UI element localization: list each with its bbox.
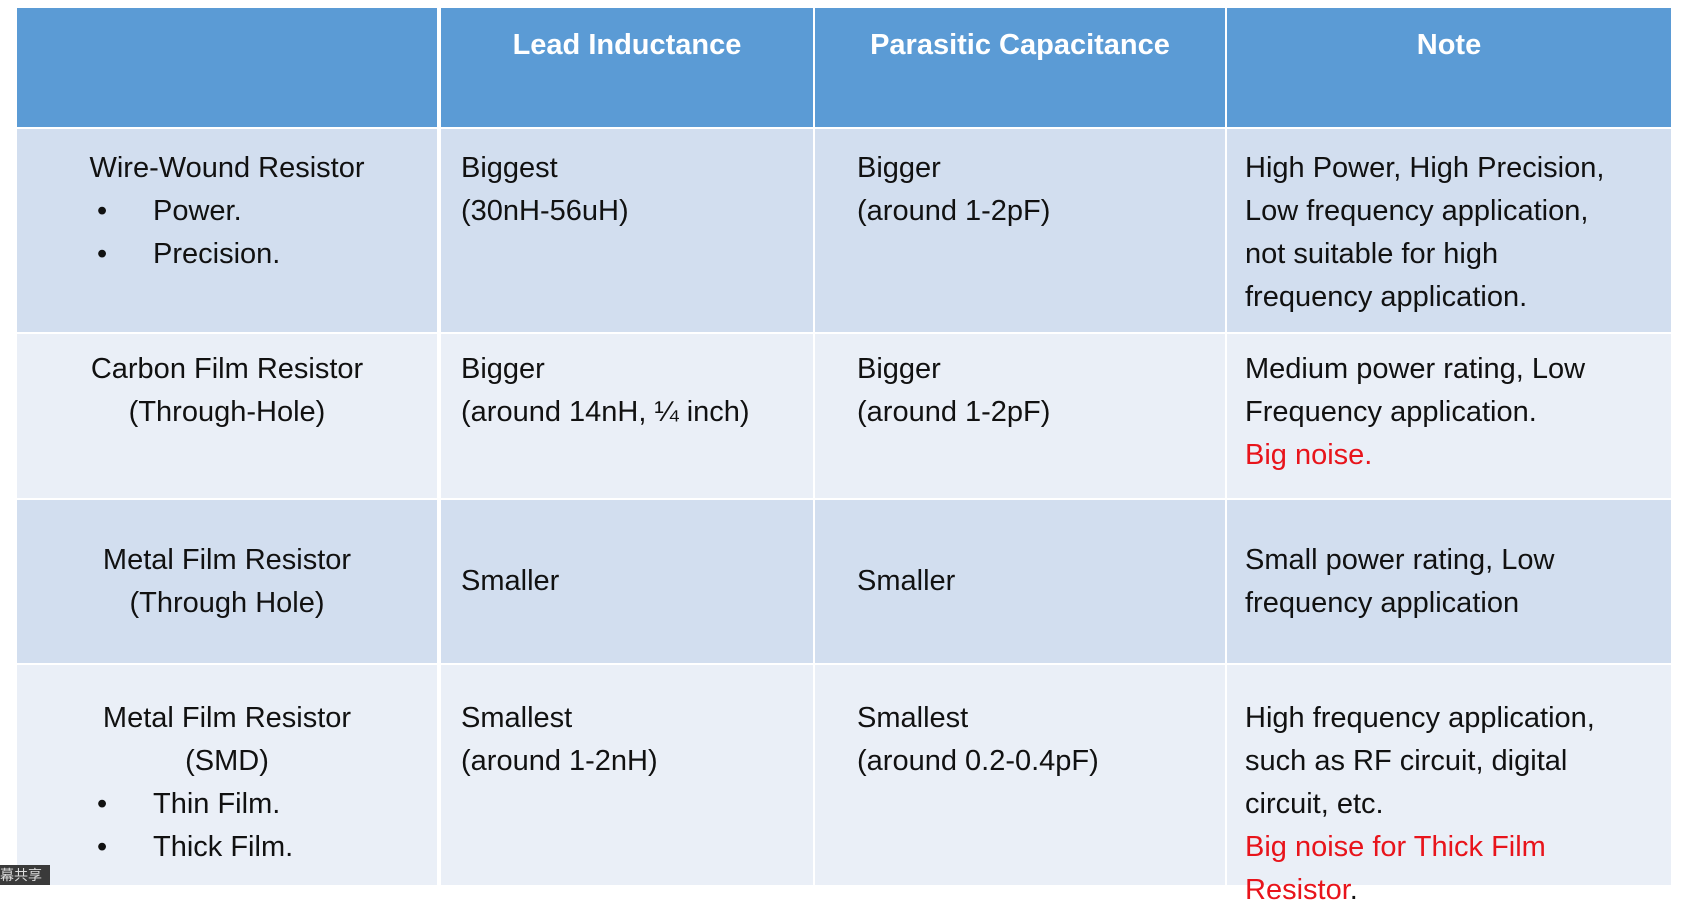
lead-cell: Smaller [441, 500, 813, 663]
note-line: Small power rating, Low [1245, 539, 1671, 582]
cap-text: Smaller [857, 565, 956, 597]
table: Lead Inductance Parasitic Capacitance Note… [0, 0, 1691, 885]
note-text: Frequency application. [1245, 396, 1537, 428]
note-line: Medium power rating, Low [1245, 348, 1671, 391]
header-cell: Parasitic Capacitance [815, 8, 1225, 127]
lead-cell: Biggest (30nH-56uH) [441, 129, 813, 332]
note-line: not suitable for high [1245, 233, 1671, 276]
note-line: Frequency application. [1245, 391, 1671, 434]
cap-text: Smallest [857, 702, 969, 734]
cap-cell: Smallest (around 0.2-0.4pF) [815, 665, 1225, 885]
resistor-name: (Through Hole) [129, 586, 325, 619]
header-cell: Lead Inductance [441, 8, 813, 127]
resistor-name: (SMD) [185, 745, 269, 777]
lead-text: Smaller [461, 565, 560, 597]
note-line: Resistor. [1245, 869, 1671, 912]
note-text: Big noise for Thick Film [1245, 831, 1546, 863]
resistor-name: Metal Film Resistor [102, 702, 352, 734]
note-line: High Power, High Precision, [1245, 147, 1671, 190]
note-text: Small power rating, Low [1245, 543, 1555, 576]
note-line: Big noise for Thick Film [1245, 826, 1671, 869]
note-text: Big noise. [1245, 439, 1373, 471]
cap-text: (around 0.2-0.4pF) [857, 745, 1099, 777]
lead-text: (30nH-56uH) [461, 195, 629, 227]
cap-text: Bigger [857, 152, 941, 184]
note-text: High Power, High Precision, [1245, 152, 1605, 184]
bullet-item: Thick Film. [17, 826, 437, 869]
note-line: such as RF circuit, digital [1245, 740, 1671, 783]
note-text: . [1349, 874, 1358, 906]
cap-text: (around 1-2pF) [857, 195, 1051, 227]
bullet-item: Power. [17, 190, 437, 233]
page: {"table": { "header": ["Lead Inductance"… [0, 0, 1691, 885]
row-name-cell: Metal Film Resistor (Through Hole) [17, 500, 437, 663]
note-cell: Small power rating, Low frequency applica… [1227, 500, 1671, 663]
note-text: frequency application [1245, 586, 1520, 619]
lead-text: Smallest [461, 702, 573, 734]
note-text: such as RF circuit, digital [1245, 745, 1568, 777]
lead-cell: Bigger (around 14nH, ¼ inch) [441, 334, 813, 498]
lead-text: Bigger [461, 353, 545, 385]
lead-cell: Smallest (around 1-2nH) [441, 665, 813, 885]
note-text: Low frequency application, [1245, 195, 1589, 227]
note-line: Big noise. [1245, 434, 1671, 477]
bullet-item: Precision. [17, 233, 437, 276]
note-line: frequency application. [1245, 276, 1671, 319]
note-text: Medium power rating, Low [1245, 353, 1586, 385]
note-text: High frequency application, [1245, 702, 1595, 734]
cap-cell: Smaller [815, 500, 1225, 663]
note-line: frequency application [1245, 582, 1671, 625]
bullet-item: Thin Film. [17, 783, 437, 826]
resistor-name: (Through-Hole) [128, 396, 326, 428]
note-line: circuit, etc. [1245, 783, 1671, 826]
header-corner [17, 8, 437, 127]
cap-text: Bigger [857, 353, 941, 385]
cap-cell: Bigger (around 1-2pF) [815, 129, 1225, 332]
note-cell: Medium power rating, Low Frequency applic… [1227, 334, 1671, 498]
cap-text: (around 1-2pF) [857, 396, 1051, 428]
resistor-name: Wire-Wound Resistor [89, 152, 365, 184]
cap-cell: Bigger (around 1-2pF) [815, 334, 1225, 498]
note-cell: High frequency application, such as RF ci… [1227, 665, 1671, 906]
row-name-cell: Wire-Wound Resistor Power.Precision. [17, 129, 437, 332]
note-line: Low frequency application, [1245, 190, 1671, 233]
note-text: not suitable for high [1245, 238, 1499, 270]
header-cell: Note [1227, 8, 1671, 127]
lead-text: (around 14nH, ¼ inch) [461, 396, 750, 428]
note-text: frequency application. [1245, 281, 1528, 313]
note-text: Resistor [1245, 874, 1350, 906]
lead-text: (around 1-2nH) [461, 745, 658, 777]
row-name-cell: Metal Film Resistor (SMD) Thin Film.Thick … [17, 665, 437, 885]
lead-text: Biggest [461, 152, 558, 184]
row-name-cell: Carbon Film Resistor (Through-Hole) [17, 334, 437, 498]
screen-share-badge: 幕共享 [0, 865, 50, 885]
note-line: High frequency application, [1245, 697, 1671, 740]
note-cell: High Power, High Precision, Low frequenc… [1227, 129, 1671, 332]
note-text: circuit, etc. [1245, 788, 1384, 820]
resistor-name: Carbon Film Resistor [90, 353, 364, 385]
resistor-name: Metal Film Resistor [102, 543, 352, 576]
